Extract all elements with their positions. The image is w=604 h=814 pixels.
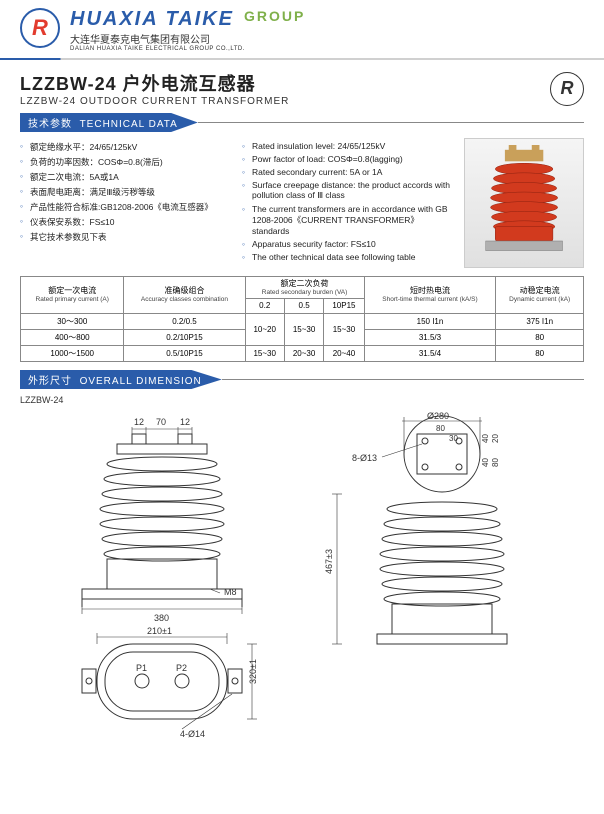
dim-p20: 20	[491, 434, 500, 443]
brand-company-cn: 大连华夏泰克电气集团有限公司	[70, 31, 305, 46]
brand-text-block: HUAXIA TAIKE GROUP 大连华夏泰克电气集团有限公司 DALIAN…	[70, 8, 305, 52]
tech-left-item: 其它技术参数见下表	[20, 231, 232, 243]
cell-sht: 31.5/4	[364, 345, 496, 361]
dim-4d14: 4-Ø14	[180, 729, 205, 739]
dim-p1: P1	[136, 663, 147, 673]
section-line	[222, 379, 584, 380]
dim-467: 467±3	[324, 549, 334, 574]
table-row: 30～300 0.2/0.5 10~20 15~30 15~30 150 I1n…	[21, 313, 584, 329]
cell-b10p: 15~30	[324, 313, 364, 345]
specs-table: 额定一次电流 Rated primary current (A) 准确级组合 A…	[20, 276, 584, 362]
th-b10p: 10P15	[324, 299, 364, 314]
brand-logo-letter: R	[32, 15, 48, 41]
title-logo-letter: R	[561, 78, 574, 99]
tech-col-right: Rated insulation level: 24/65/125kV Powr…	[242, 138, 454, 268]
cell-b02: 15~30	[245, 345, 284, 361]
dimension-drawing: 12 70 12 M8 380	[20, 409, 584, 739]
tech-left-item: 负荷的功率因数：COSΦ=0.8(滞后)	[20, 156, 232, 168]
tech-right-item: Apparatus security factor: FS≤10	[242, 239, 454, 249]
cell-dyn: 80	[496, 329, 584, 345]
th-b02: 0.2	[245, 299, 284, 314]
dim-p2: P2	[176, 663, 187, 673]
title-row: LZZBW-24 户外电流互感器 LZZBW-24 OUTDOOR CURREN…	[20, 70, 584, 107]
dim-p80b: 80	[491, 458, 500, 467]
cell-b02: 10~20	[245, 313, 284, 345]
cell-sht: 31.5/3	[364, 329, 496, 345]
header-rule	[0, 58, 604, 60]
dimension-block: LZZBW-24	[20, 395, 584, 739]
dimension-model-label: LZZBW-24	[20, 395, 584, 405]
section-shape-dim: 外形尺寸 OVERALL DIMENSION	[20, 370, 222, 389]
th-b05: 0.5	[284, 299, 323, 314]
cell-acc: 0.5/10P15	[124, 345, 245, 361]
section-tech-cn: 技术参数	[28, 119, 72, 130]
th-burden: 额定二次负荷 Rated secondary burden (VA)	[245, 277, 364, 299]
tech-right-item: Rated secondary current: 5A or 1A	[242, 167, 454, 177]
th-dynamic: 动稳定电流 Dynamic current (kA)	[496, 277, 584, 314]
section-line	[198, 122, 584, 123]
table-row: 1000～1500 0.5/10P15 15~30 20~30 20~40 31…	[21, 345, 584, 361]
dim-380: 380	[154, 613, 169, 623]
dim-12b: 12	[180, 417, 190, 427]
dim-p30: 30	[449, 434, 458, 443]
dim-d280: Ø280	[427, 411, 449, 421]
dim-8d13: 8-Ø13	[352, 453, 377, 463]
section-tech-en: TECHNICAL DATA	[80, 119, 178, 130]
tech-block: 额定绝缘水平：24/65/125kV 负荷的功率因数：COSΦ=0.8(滞后) …	[0, 138, 604, 268]
tech-col-left: 额定绝缘水平：24/65/125kV 负荷的功率因数：COSΦ=0.8(滞后) …	[20, 138, 232, 268]
cell-acc: 0.2/0.5	[124, 313, 245, 329]
dim-210: 210±1	[147, 626, 172, 636]
dim-320: 320±1	[248, 659, 258, 684]
brand-company-en: DALIAN HUAXIA TAIKE ELECTRICAL GROUP CO.…	[70, 46, 305, 52]
header: R HUAXIA TAIKE GROUP 大连华夏泰克电气集团有限公司 DALI…	[0, 0, 604, 60]
section-dim-cn: 外形尺寸	[28, 376, 72, 387]
product-photo	[464, 138, 584, 268]
cell-primary: 400～800	[21, 329, 124, 345]
cell-primary: 1000～1500	[21, 345, 124, 361]
th-accuracy: 准确级组合 Accuracy classes combination	[124, 277, 245, 314]
tech-right-item: Powr factor of load: COSΦ=0.8(lagging)	[242, 154, 454, 164]
cell-b05: 15~30	[284, 313, 323, 345]
cell-primary: 30～300	[21, 313, 124, 329]
tech-right-item: The current transformers are in accordan…	[242, 204, 454, 236]
brand-logo-icon: R	[20, 8, 60, 48]
tech-left-item: 额定二次电流：5A或1A	[20, 171, 232, 183]
cell-b10p: 20~40	[324, 345, 364, 361]
tech-right-item: Surface creepage distance: the product a…	[242, 180, 454, 201]
title-cn: LZZBW-24 户外电流互感器	[20, 70, 289, 96]
section-header-dim: 外形尺寸 OVERALL DIMENSION	[20, 370, 604, 389]
tech-right-item: Rated insulation level: 24/65/125kV	[242, 141, 454, 151]
section-dim-en: OVERALL DIMENSION	[80, 376, 202, 387]
title-logo-icon: R	[550, 72, 584, 106]
cell-acc: 0.2/10P15	[124, 329, 245, 345]
tech-right-item: The other technical data see following t…	[242, 252, 454, 262]
section-header-tech: 技术参数 TECHNICAL DATA	[20, 113, 604, 132]
title-block: LZZBW-24 户外电流互感器 LZZBW-24 OUTDOOR CURREN…	[20, 70, 289, 107]
cell-b05: 20~30	[284, 345, 323, 361]
title-en: LZZBW-24 OUTDOOR CURRENT TRANSFORMER	[20, 96, 289, 107]
cell-sht: 150 I1n	[364, 313, 496, 329]
tech-left-item: 仪表保安系数：FS≤10	[20, 216, 232, 228]
tech-left-item: 表面爬电距离：满足Ⅲ级污秽等级	[20, 186, 232, 198]
cell-dyn: 375 I1n	[496, 313, 584, 329]
th-primary: 额定一次电流 Rated primary current (A)	[21, 277, 124, 314]
tech-left-item: 额定绝缘水平：24/65/125kV	[20, 141, 232, 153]
transformer-icon	[471, 145, 577, 260]
dim-70: 70	[156, 417, 166, 427]
tech-left-item: 产品性能符合标准:GB1208-2006《电流互感器》	[20, 201, 232, 213]
brand-group: GROUP	[244, 8, 305, 24]
dim-m8: M8	[224, 587, 237, 597]
dim-p80: 80	[436, 424, 445, 433]
th-thermal: 短时热电流 Short-time thermal current (kA/S)	[364, 277, 496, 314]
dim-p40a: 40	[481, 434, 490, 443]
brand-name: HUAXIA TAIKE	[70, 8, 234, 31]
section-shape-tech: 技术参数 TECHNICAL DATA	[20, 113, 198, 132]
dim-p40b: 40	[481, 458, 490, 467]
cell-dyn: 80	[496, 345, 584, 361]
dim-12a: 12	[134, 417, 144, 427]
